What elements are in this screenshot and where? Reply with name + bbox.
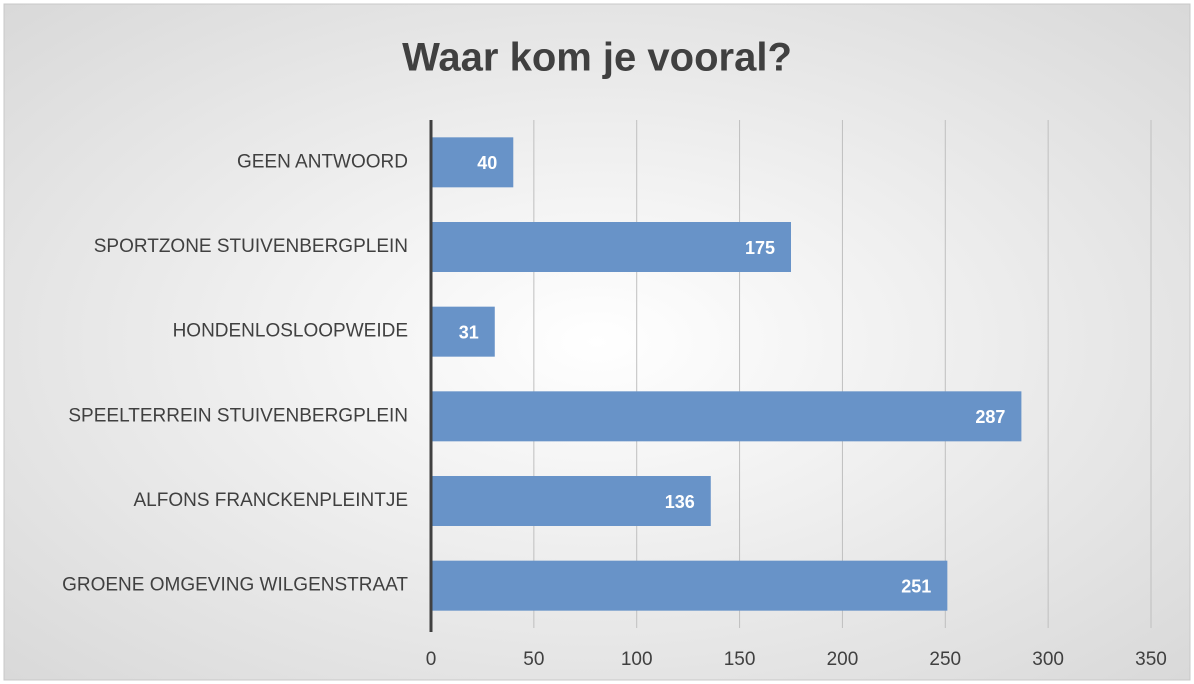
data-label: 175: [745, 238, 775, 258]
y-tick-label: SPORTZONE STUIVENBERGPLEIN: [94, 236, 408, 257]
x-tick-label: 0: [426, 649, 437, 670]
y-tick-label: SPEELTERREIN STUIVENBERGPLEIN: [68, 405, 408, 426]
x-tick-label: 300: [1032, 649, 1064, 670]
bar: [431, 391, 1022, 442]
bar: [431, 137, 514, 188]
data-label: 251: [901, 576, 931, 596]
x-tick-label: 350: [1135, 649, 1167, 670]
bar: [431, 476, 711, 526]
y-tick-label: ALFONS FRANCKENPLEINTJE: [134, 490, 409, 511]
y-tick-label: GEEN ANTWOORD: [237, 151, 408, 172]
bar: [431, 306, 495, 357]
bar: [431, 560, 948, 611]
data-label: 287: [975, 407, 1005, 427]
x-tick-label: 150: [724, 649, 756, 670]
x-tick-label: 200: [827, 649, 859, 670]
x-tick-label: 250: [929, 649, 961, 670]
bar: [431, 222, 791, 272]
chart-title: Waar kom je vooral?: [402, 36, 792, 80]
data-label: 40: [477, 153, 497, 173]
data-label: 136: [665, 492, 695, 512]
x-tick-label: 100: [621, 649, 653, 670]
y-tick-label: HONDENLOSLOOPWEIDE: [173, 321, 408, 342]
x-tick-label: 50: [523, 649, 544, 670]
data-label: 31: [459, 322, 479, 342]
y-tick-label: GROENE OMGEVING WILGENSTRAAT: [62, 575, 408, 596]
